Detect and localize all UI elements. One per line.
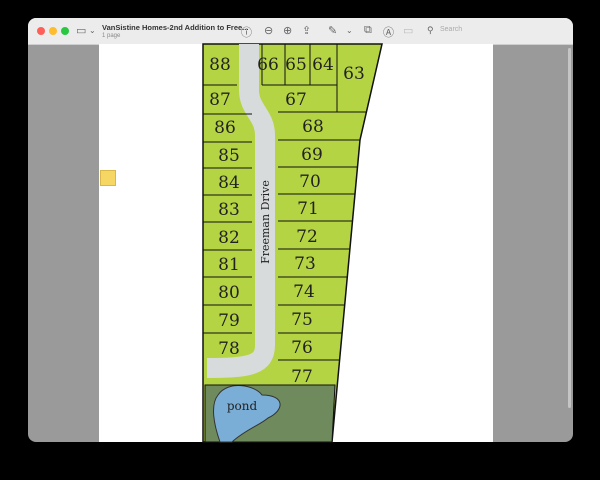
- scrollbar[interactable]: [568, 48, 571, 408]
- lot-label: 69: [301, 145, 323, 165]
- toolbar: ▭ ⌄ VanSistine Homes-2nd Addition to Fre…: [28, 18, 573, 45]
- lot-label: 74: [293, 282, 315, 302]
- lot-label: 87: [209, 90, 231, 110]
- lot-label: 67: [285, 90, 307, 110]
- search-input[interactable]: Search: [440, 26, 463, 33]
- lot-label: 72: [296, 227, 318, 247]
- markup-pen-icon[interactable]: ✎: [328, 25, 338, 37]
- lot-label: 71: [297, 199, 319, 219]
- info-icon[interactable]: ⓘ: [241, 27, 252, 39]
- lot-label: 70: [299, 172, 321, 192]
- lot-label: 84: [218, 173, 240, 193]
- lot-label: 75: [291, 310, 313, 330]
- zoom-out-icon[interactable]: ⊖: [264, 25, 274, 37]
- search-icon[interactable]: ⚲: [427, 25, 434, 35]
- lot-label: 73: [294, 254, 316, 274]
- document-title: VanSistine Homes-2nd Addition to Free...: [102, 23, 249, 32]
- pond-label: pond: [227, 399, 258, 413]
- lot-label: 82: [218, 228, 240, 248]
- lot-label: 78: [218, 339, 240, 359]
- minimize-button[interactable]: [49, 27, 57, 35]
- zoom-button[interactable]: [61, 27, 69, 35]
- road-freeman-drive: [206, 44, 275, 378]
- lot-label: 88: [209, 55, 231, 75]
- lot-area: [202, 43, 383, 443]
- lot-label: 79: [218, 311, 240, 331]
- sidebar-icon[interactable]: ▭: [76, 25, 87, 37]
- annotate-icon[interactable]: Ⓐ: [383, 27, 394, 39]
- lot-label: 66: [257, 55, 279, 75]
- close-button[interactable]: [37, 27, 45, 35]
- lot-label: 76: [291, 338, 313, 358]
- rotate-icon[interactable]: ⧉: [364, 24, 372, 36]
- form-icon[interactable]: ▭: [403, 25, 414, 37]
- chevron-down-icon[interactable]: ⌄: [89, 26, 96, 35]
- page-count: 1 page: [102, 33, 121, 39]
- pond: [213, 385, 281, 443]
- share-icon[interactable]: ⇪: [302, 25, 312, 37]
- lot-label: 64: [312, 55, 334, 75]
- chevron-down-icon[interactable]: ⌄: [346, 26, 353, 35]
- lot-label: 68: [302, 117, 324, 137]
- lot-label: 63: [343, 64, 365, 84]
- lot-label: 83: [218, 200, 240, 220]
- lot-label: 65: [285, 55, 307, 75]
- lot-label: 85: [218, 146, 240, 166]
- street-label: Freeman Drive: [259, 180, 272, 264]
- zoom-in-icon[interactable]: ⊕: [283, 25, 293, 37]
- note-annotation-icon[interactable]: [100, 170, 116, 186]
- lot-label: 81: [218, 255, 240, 275]
- lot-label: 80: [218, 283, 240, 303]
- lot-label: 77: [291, 367, 313, 387]
- lot-label: 86: [214, 118, 236, 138]
